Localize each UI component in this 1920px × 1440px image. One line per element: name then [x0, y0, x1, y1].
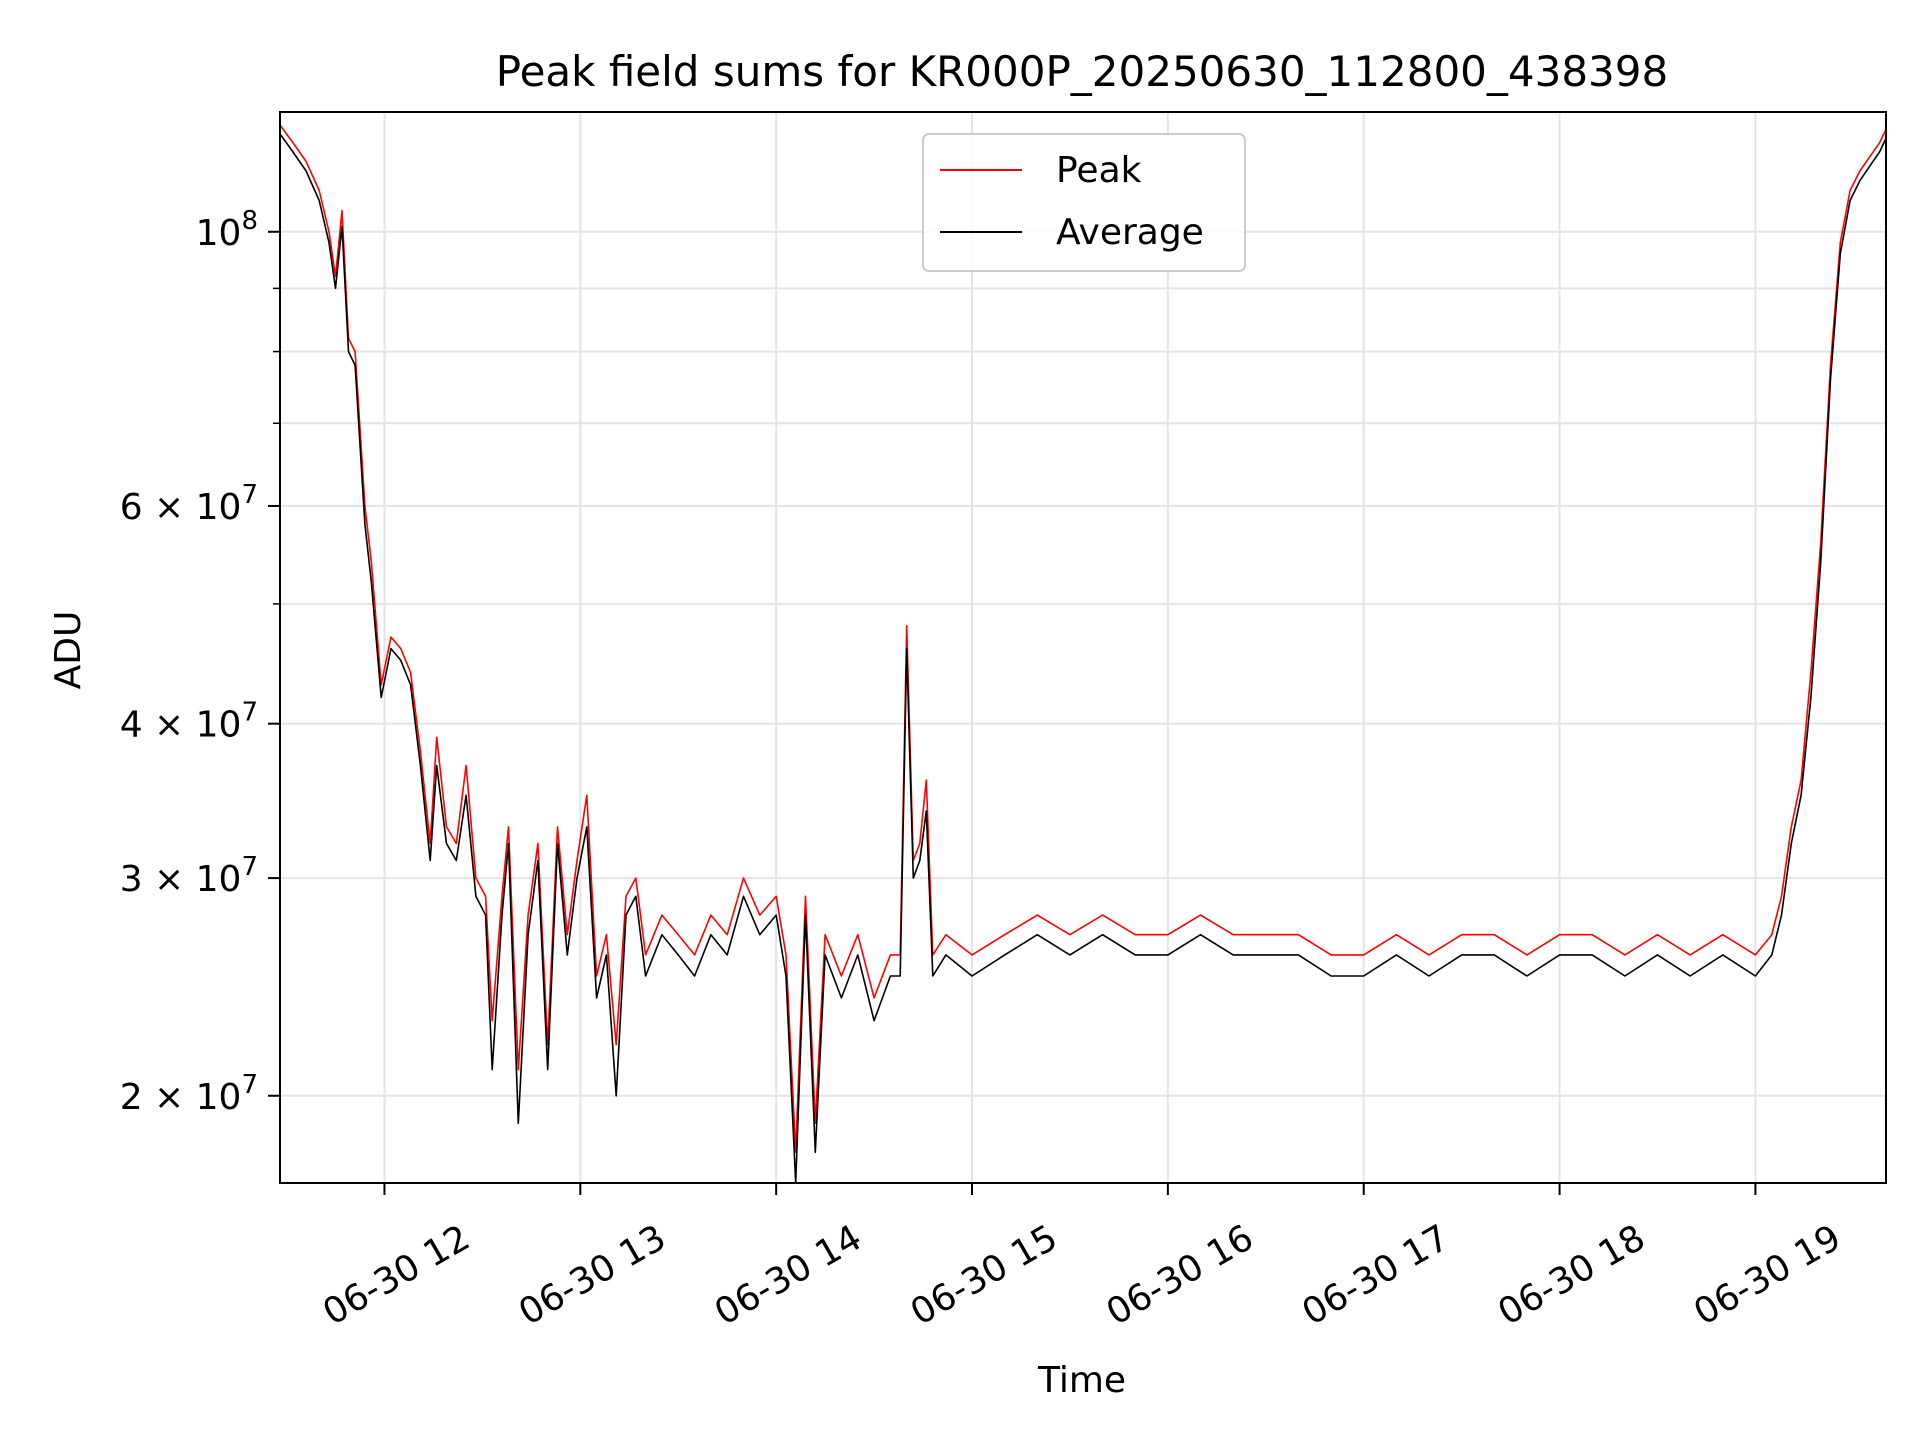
y-tick-label-base: 3 × 10 [120, 859, 242, 900]
legend-box [922, 133, 1246, 272]
y-tick-label: 2 × 107 [120, 1070, 258, 1118]
y-tick-label-base: 10 [196, 213, 242, 254]
y-tick-label: 4 × 107 [120, 698, 258, 746]
series-line-average [279, 133, 1887, 1184]
y-tick-label: 6 × 107 [120, 480, 258, 528]
y-tick-label-base: 4 × 10 [120, 705, 242, 746]
legend-label-peak: Peak [1056, 150, 1142, 191]
y-axis-label: ADU [48, 611, 89, 690]
y-tick-label-exponent: 7 [241, 480, 258, 510]
y-tick-label: 108 [196, 206, 258, 254]
y-tick-label-exponent: 7 [241, 698, 258, 728]
x-axis-label: Time [1037, 1360, 1126, 1401]
legend-label-average: Average [1056, 212, 1204, 253]
y-tick-label-exponent: 7 [241, 1070, 258, 1100]
y-tick-label-exponent: 8 [241, 206, 258, 236]
legend: Peak Average [922, 133, 1246, 272]
y-tick-label-base: 6 × 10 [120, 487, 242, 528]
y-tick-label-exponent: 7 [241, 852, 258, 882]
series-layer [279, 124, 1887, 1184]
y-tick-label-base: 2 × 10 [120, 1077, 242, 1118]
plot-frame [279, 111, 1887, 1184]
y-tick-label: 3 × 107 [120, 852, 258, 900]
grid [280, 112, 1886, 1183]
chart-title: Peak field sums for KR000P_20250630_1128… [496, 47, 1668, 96]
series-line-peak [279, 124, 1887, 1154]
